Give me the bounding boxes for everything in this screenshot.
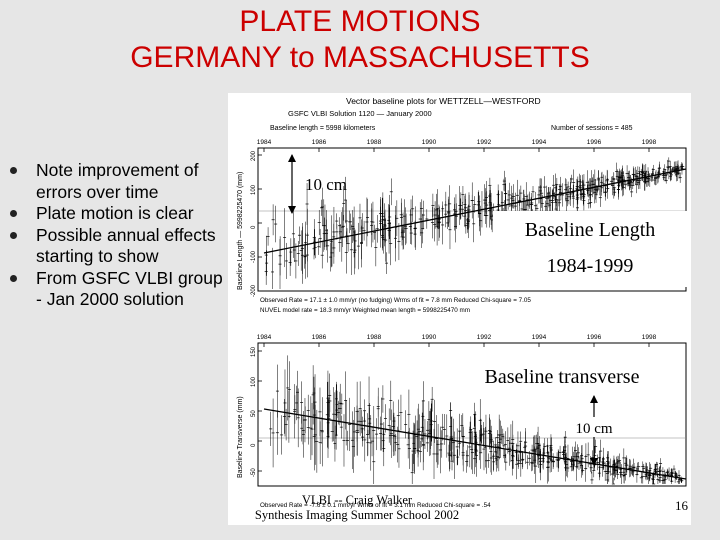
bottom-data-points: [269, 355, 684, 485]
year-tick-label: 1992: [477, 139, 492, 146]
year-tick-label: 1994: [532, 334, 547, 341]
bullet-item: Note improvement of errors over time: [8, 160, 223, 203]
top-trend-line: [263, 168, 687, 254]
bottom-year-labels: 1984 1986 1988 1990 1992 1994 1996 1998: [257, 334, 657, 347]
top-scale-arrow-down-icon: [288, 206, 296, 214]
top-year-labels: 1984 1986 1988 1990 1992 1994 1996 1998: [257, 139, 657, 152]
y-tick-label: -200: [251, 284, 257, 297]
title-line-2: GERMANY to MASSACHUSETTS: [130, 41, 590, 74]
year-tick-label: 1996: [587, 139, 602, 146]
year-tick-label: 1986: [312, 334, 327, 341]
y-tick-label: 100: [251, 376, 257, 387]
bottom-trend-line: [263, 408, 687, 480]
y-tick-label: 0: [251, 225, 257, 229]
figure-header-sessions: Number of sessions = 485: [551, 125, 633, 132]
y-tick-label: 200: [251, 150, 257, 161]
bullet-text: Plate motion is clear: [36, 203, 194, 223]
year-tick-label: 1988: [367, 139, 382, 146]
year-tick-label: 1988: [367, 334, 382, 341]
bottom-scale-arrow-up-icon: [590, 395, 598, 403]
vlbi-baseline-figure: Vector baseline plots for WETTZELL—WESTF…: [228, 93, 691, 525]
annotation-bottom-scale: 10 cm: [575, 421, 612, 437]
year-tick-label: 1986: [312, 139, 327, 146]
figure-header-baseline-length: Baseline length = 5998 kilometers: [270, 125, 376, 132]
bullet-list: Note improvement of errors over time Pla…: [8, 160, 223, 311]
bullet-dot-icon: [10, 274, 17, 282]
year-tick-label: 1992: [477, 334, 492, 341]
figure-svg: Vector baseline plots for WETTZELL—WESTF…: [237, 96, 688, 509]
top-stats-line-2: NUVEL model rate = 18.3 mm/yr Weighted m…: [260, 307, 470, 314]
page-number: 16: [675, 498, 688, 513]
y-tick-label: 50: [251, 410, 257, 417]
bottom-panel-frame: [257, 342, 687, 487]
year-tick-label: 1984: [257, 139, 272, 146]
bullet-text: Possible annual effects starting to show: [36, 224, 216, 267]
annotation-length-line-2: 1984-1999: [547, 255, 634, 277]
slide-footer: VLBI -- Craig Walker Synthesis Imaging S…: [232, 493, 482, 523]
year-tick-label: 1984: [257, 334, 272, 341]
top-y-tick-labels: 200 100 0 -100 -200: [251, 150, 262, 297]
annotation-top-scale: 10 cm: [305, 175, 347, 194]
bullet-item: Plate motion is clear: [8, 203, 223, 225]
top-scale-arrow-up-icon: [288, 154, 296, 162]
bottom-y-axis-label: Baseline Transverse (mm): [237, 396, 244, 478]
annotation-length-backdrop: [493, 211, 688, 287]
title-line-1: PLATE MOTIONS: [239, 5, 481, 38]
y-tick-label: 150: [251, 346, 257, 357]
bullet-item: Possible annual effects starting to show: [8, 225, 223, 268]
year-tick-label: 1994: [532, 139, 547, 146]
annotation-bottom-scale-backdrop: [568, 417, 620, 437]
bottom-stats-line: Observed Rate = -7.6 ± 0.1 mm/yr Wrms of…: [260, 502, 491, 509]
year-tick-label: 1990: [422, 139, 437, 146]
bullet-dot-icon: [10, 167, 17, 174]
y-tick-label: -50: [251, 468, 257, 477]
year-tick-label: 1998: [642, 139, 657, 146]
annotation-transverse: Baseline transverse: [485, 366, 640, 388]
year-tick-label: 1996: [587, 334, 602, 341]
annotation-transverse-backdrop: [464, 359, 664, 389]
top-y-axis-label: Baseline Length — 5998225470 (mm): [237, 172, 244, 290]
y-tick-label: 0: [251, 443, 257, 447]
bullet-text: Note improvement of errors over time: [36, 160, 199, 202]
y-tick-label: -100: [251, 250, 257, 263]
bullet-dot-icon: [10, 231, 17, 239]
footer-line-1: VLBI -- Craig Walker: [301, 493, 413, 507]
bullet-item: From GSFC VLBI group - Jan 2000 solution: [8, 268, 223, 311]
footer-line-2: Synthesis Imaging Summer School 2002: [254, 508, 460, 522]
top-stats-line-1: Observed Rate = 17.1 ± 1.0 mm/yr (no fud…: [260, 297, 531, 304]
bullet-text: From GSFC VLBI group - Jan 2000 solution: [36, 267, 223, 310]
y-tick-label: 100: [251, 184, 257, 195]
annotation-length-line-1: Baseline Length: [525, 219, 656, 241]
figure-header-solution: GSFC VLBI Solution 1120 — January 2000: [288, 109, 432, 118]
slide-title: PLATE MOTIONS GERMANY to MASSACHUSETTS: [40, 4, 680, 76]
figure-header-title: Vector baseline plots for WETTZELL—WESTF…: [346, 96, 541, 106]
bullet-dot-icon: [10, 210, 17, 217]
bottom-scale-arrow-down-icon: [590, 458, 598, 466]
bottom-y-tick-labels: 150 100 50 0 -50: [251, 346, 262, 477]
year-tick-label: 1990: [422, 334, 437, 341]
year-tick-label: 1998: [642, 334, 657, 341]
